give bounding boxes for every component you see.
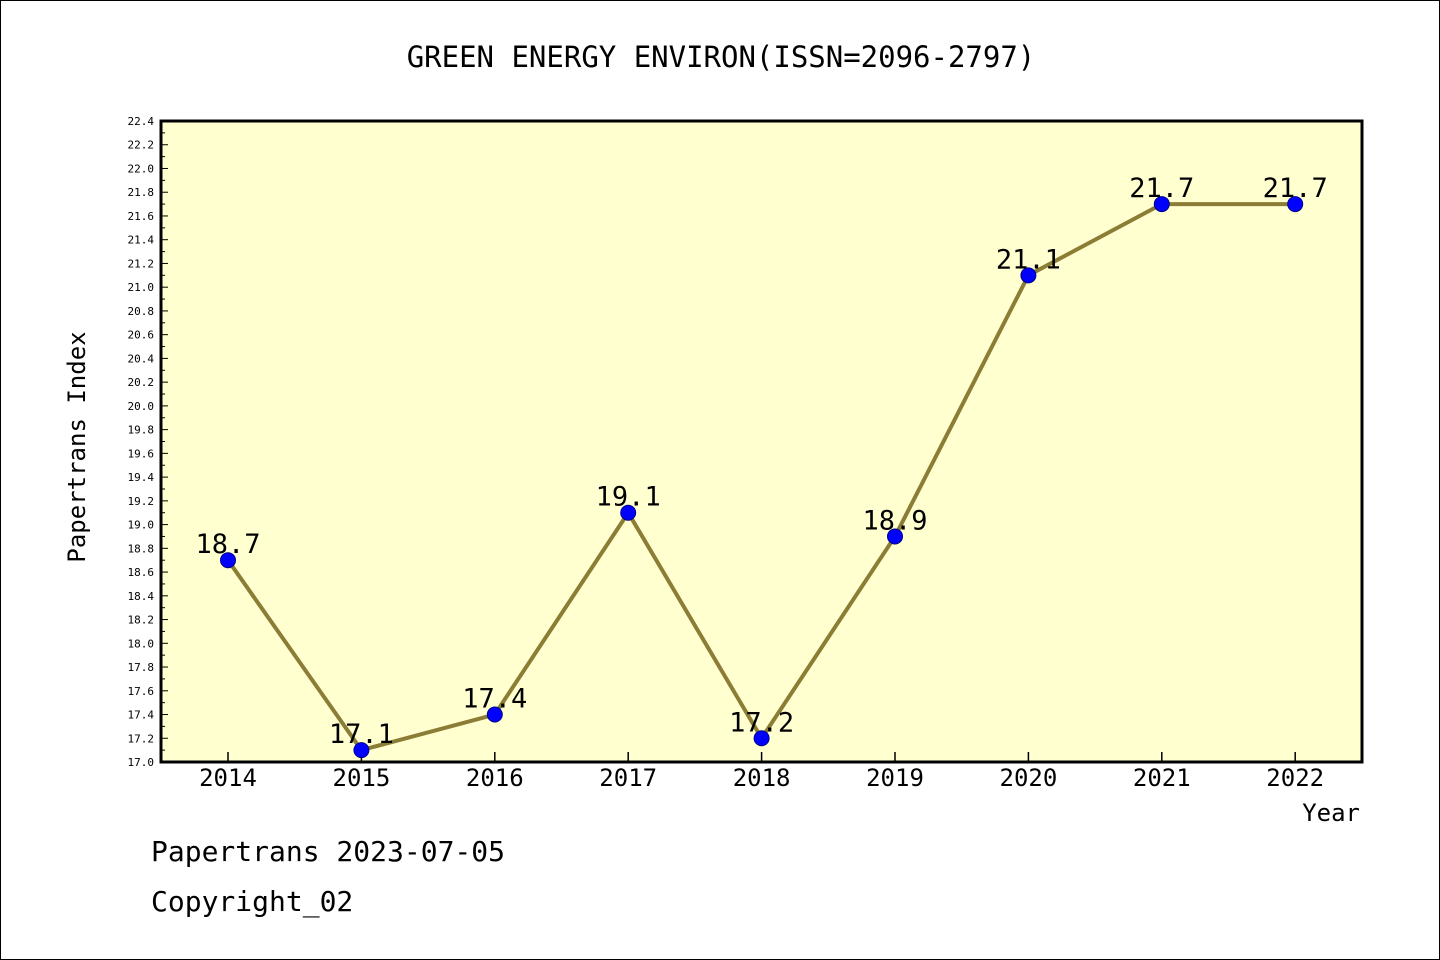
y-tick-label: 19.0 [128,519,155,532]
y-tick-label: 17.2 [128,732,155,745]
y-tick-label: 18.2 [128,614,155,627]
series-layer: 18.7 17.1 17.4 19.1 17.2 18.9 21.1 21.7 21.7 [195,173,1328,759]
y-tick-label: 22.2 [128,139,155,152]
y-tick-label: 17.0 [128,756,155,769]
footer-date: Papertrans 2023-07-05 [151,835,506,868]
y-tick-label: 17.4 [128,709,155,722]
y-tick-label: 22.0 [128,162,155,175]
y-tick-label: 20.0 [128,400,155,413]
y-tick-label: 19.8 [128,424,155,437]
y-tick-label: 20.2 [128,376,155,389]
y-tick-label: 19.6 [128,447,155,460]
footer-copyright: Copyright_02 [151,885,354,918]
y-axis-label: Papertrans Index [63,331,91,562]
y-axis: 17.0 17.2 17.4 17.6 17.8 18.0 18.2 18.4 18.6 18.8… [128,115,168,769]
data-label: 21.7 [1129,173,1194,204]
y-tick-label: 19.2 [128,495,155,508]
data-point [1153,196,1170,213]
y-tick-label: 18.4 [128,590,155,603]
y-tick-label: 21.0 [128,281,155,294]
x-tick-label: 2015 [333,764,391,792]
y-tick-label: 20.6 [128,329,155,342]
data-point [620,504,637,521]
data-point [220,552,236,569]
y-tick-label: 20.4 [128,352,155,365]
data-label: 17.4 [462,684,527,715]
x-tick-label: 2017 [599,764,657,792]
data-label: 18.9 [862,505,927,536]
x-axis: 2014 2015 2016 2017 2018 2019 2020 2021 2022 [199,752,1324,792]
y-tick-label: 20.8 [128,305,155,318]
y-tick-label: 21.8 [128,186,155,199]
x-tick-label: 2016 [466,764,524,792]
y-tick-label: 17.8 [128,661,155,674]
x-tick-label: 2021 [1133,764,1191,792]
y-tick-label: 18.6 [128,566,155,579]
data-point [1020,267,1037,284]
y-tick-label: 22.4 [128,115,155,128]
data-label: 17.2 [729,707,794,738]
y-tick-label: 17.6 [128,685,155,698]
x-tick-label: 2018 [733,764,791,792]
data-point [887,528,903,545]
data-point [353,742,370,759]
data-point [1287,196,1304,213]
x-tick-label: 2019 [866,764,924,792]
data-point [753,730,770,747]
y-tick-label: 19.4 [128,471,155,484]
x-tick-label: 2022 [1266,764,1324,792]
y-tick-label: 21.4 [128,234,155,247]
y-tick-label: 21.2 [128,257,155,270]
data-label: 19.1 [596,482,661,513]
y-tick-label: 21.6 [128,210,155,223]
plot-area [159,119,1364,764]
y-tick-label: 18.8 [128,542,155,555]
data-label: 21.7 [1263,173,1328,204]
data-label: 18.7 [195,529,260,560]
data-label: 17.1 [329,719,394,750]
x-axis-label: Year [1302,799,1360,827]
x-tick-label: 2020 [1000,764,1058,792]
x-tick-label: 2014 [199,764,257,792]
data-label: 21.1 [996,244,1061,275]
y-tick-label: 18.0 [128,637,155,650]
chart-title: GREEN ENERGY ENVIRON(ISSN=2096-2797) [407,40,1036,74]
data-point [486,706,503,723]
